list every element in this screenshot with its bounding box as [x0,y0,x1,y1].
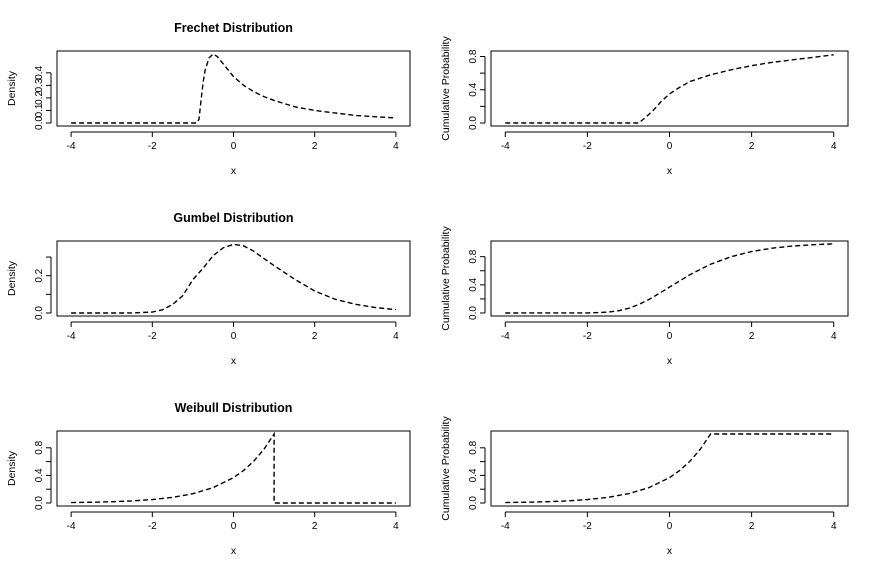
plot-frame [490,50,849,127]
x-tick-label: 2 [312,331,318,342]
x-tick-label: -2 [583,141,592,152]
x-axis-label: x [667,165,673,177]
y-axis-label: Density [6,260,18,296]
x-tick-label: -4 [501,331,510,342]
plot-frame [56,240,411,317]
x-tick-label: 4 [831,521,837,532]
y-tick-label: 0.0 [468,496,479,510]
x-tick-label: -4 [67,331,76,342]
plot-frame [56,430,411,507]
chart-panel-6: -4 -2 0 2 4 x 0.0 0.4 0.8 Cumulative Probability [440,416,849,557]
y-tick-label: 0.3 [34,78,45,92]
y-tick-label: 0.0 [34,306,45,320]
y-tick-label: 0.4 [34,468,45,482]
y-tick-label: 0.0 [34,116,45,130]
chart-panel-5: Weibull Distribution -4 -2 0 2 4 x 0.0 0.4 0.8 Den… [6,401,411,557]
x-axis-label: x [231,355,237,367]
x-tick-label: 2 [312,521,318,532]
x-tick-label: 2 [749,331,755,342]
chart-panel-3: Gumbel Distribution -4 -2 0 2 4 x 0.0 0.2 Density [6,211,411,367]
x-tick-label: 0 [231,331,237,342]
x-tick-label: 0 [231,521,237,532]
chart-panel-4: -4 -2 0 2 4 x 0.0 0.4 0.8 Cumulative Probability [440,226,849,367]
y-tick-label: 0.8 [468,440,479,454]
y-tick-label: 0.4 [468,277,479,291]
y-tick-label: 0.4 [468,468,479,482]
x-tick-label: 0 [667,521,673,532]
chart-title: Frechet Distribution [174,21,293,35]
x-axis-label: x [231,165,237,177]
y-tick-label: 0.8 [468,49,479,63]
y-axis-label: Cumulative Probability [440,36,452,141]
y-axis-label: Density [6,70,18,106]
x-tick-label: 0 [231,141,237,152]
plot-frame [490,430,849,507]
x-tick-label: 2 [749,141,755,152]
y-tick-label: 0.4 [34,65,45,79]
x-tick-label: -2 [148,521,157,532]
plot-frame [56,50,411,127]
distribution-curve [505,433,834,504]
x-tick-label: -4 [67,521,76,532]
x-tick-label: 0 [667,141,673,152]
distribution-curve [505,54,834,124]
y-axis-label: Cumulative Probability [440,226,452,331]
x-axis-label: x [231,545,237,557]
y-tick-label: 0.1 [34,103,45,117]
x-tick-label: -2 [583,331,592,342]
y-tick-label: 0.2 [34,91,45,105]
x-axis-label: x [667,545,673,557]
chart-panel-2: -4 -2 0 2 4 x 0.0 0.4 0.8 Cumulative Probability [440,36,849,177]
x-tick-label: 2 [312,141,318,152]
plot-frame [490,240,849,317]
x-tick-label: 4 [393,331,399,342]
y-tick-label: 0.8 [468,249,479,263]
x-tick-label: 0 [667,331,673,342]
x-tick-label: 4 [831,141,837,152]
x-tick-label: -2 [583,521,592,532]
chart-panel-1: Frechet Distribution -4 -2 0 2 4 x 0.00.10.20.3… [6,21,411,177]
y-tick-label: 0.8 [34,440,45,454]
x-tick-label: 4 [393,521,399,532]
y-tick-label: 0.2 [34,268,45,282]
y-tick-label: 0.0 [468,306,479,320]
distribution-curve [71,243,396,314]
x-tick-label: -4 [67,141,76,152]
y-tick-label: 0.4 [468,82,479,96]
x-axis-label: x [667,355,673,367]
distribution-curve [505,243,834,314]
x-tick-label: -2 [148,331,157,342]
x-tick-label: 4 [393,141,399,152]
x-tick-label: -2 [148,141,157,152]
x-tick-label: 4 [831,331,837,342]
chart-title: Gumbel Distribution [173,211,293,225]
chart-title: Weibull Distribution [175,401,293,415]
y-tick-label: 0.0 [34,496,45,510]
y-axis-label: Density [6,450,18,486]
y-axis-label: Cumulative Probability [440,416,452,521]
x-tick-label: 2 [749,521,755,532]
x-tick-label: -4 [501,141,510,152]
x-tick-label: -4 [501,521,510,532]
distribution-curve [71,53,396,124]
y-tick-label: 0.0 [468,116,479,130]
distribution-curve [71,431,396,504]
